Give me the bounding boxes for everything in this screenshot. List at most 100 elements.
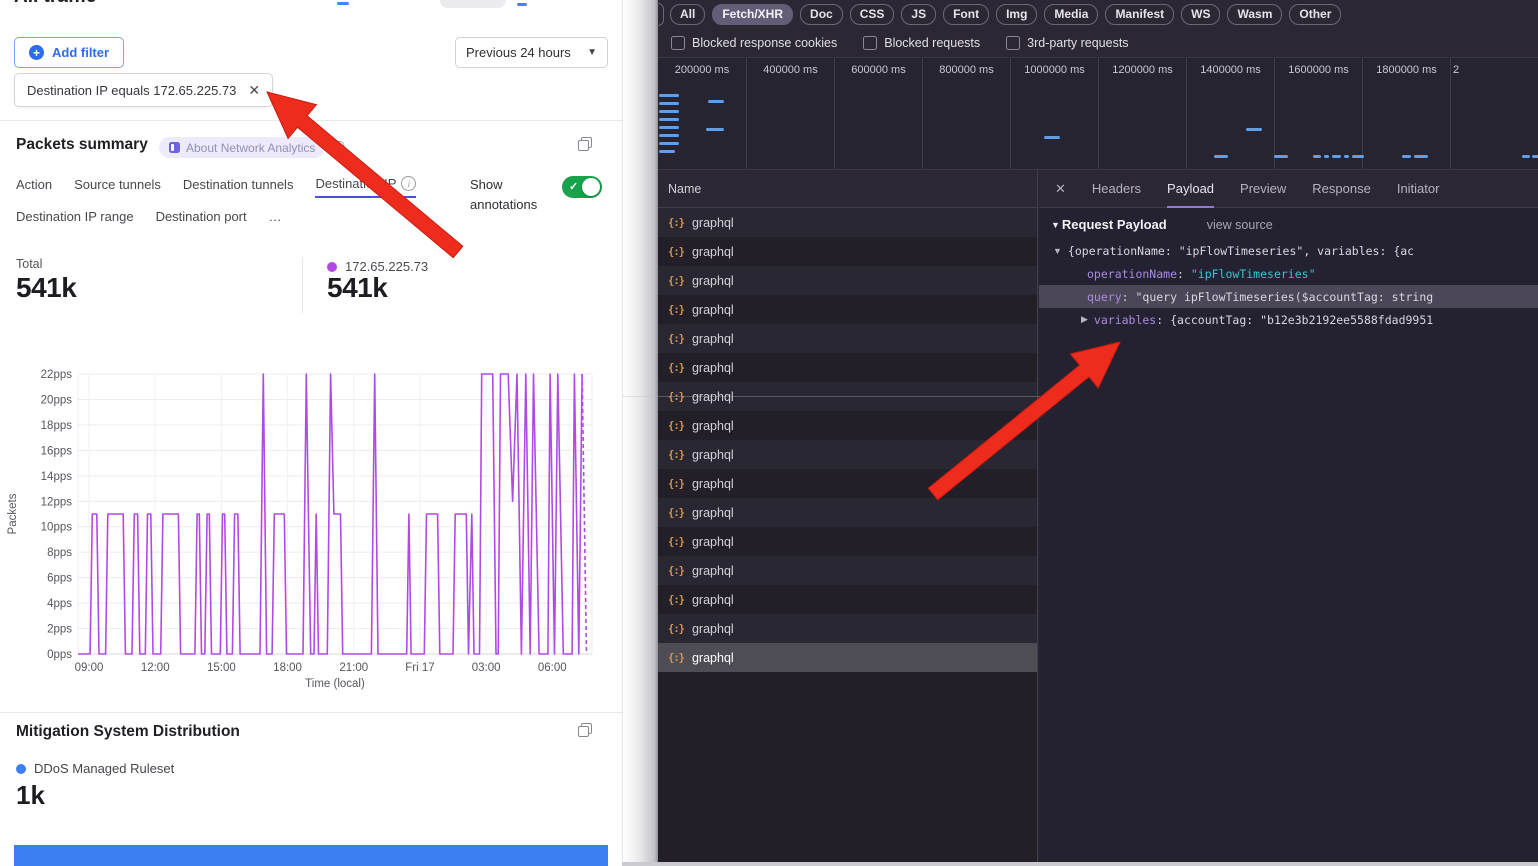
- timeline-request-mark: [706, 128, 724, 131]
- copy-panel-icon[interactable]: [578, 137, 592, 151]
- network-request-row[interactable]: {:} graphql: [658, 440, 1037, 469]
- network-overview-timeline[interactable]: 200000 ms 400000 ms 600000 ms 800000 ms 1000…: [658, 58, 1538, 170]
- tab-action[interactable]: Action: [16, 176, 52, 198]
- network-request-row[interactable]: {:} graphql: [658, 353, 1037, 382]
- request-name: graphql: [691, 621, 734, 636]
- filter-pill-css[interactable]: CSS: [849, 3, 895, 25]
- triangle-down-icon[interactable]: ▼: [1051, 219, 1060, 230]
- payload-line[interactable]: query: "query ipFlowTimeseries($accountT…: [1039, 285, 1538, 308]
- network-request-row[interactable]: {:} graphql: [658, 498, 1037, 527]
- payload-separator: :: [1121, 289, 1136, 304]
- timeline-tick-label: 1800000 ms: [1376, 64, 1437, 76]
- network-request-row[interactable]: {:} graphql: [658, 295, 1037, 324]
- checkbox-3rd-party-requests[interactable]: 3rd-party requests: [1006, 35, 1129, 50]
- clock-icon[interactable]: ◷: [333, 137, 346, 153]
- svg-text:4pps: 4pps: [47, 598, 72, 610]
- network-request-row[interactable]: {:} graphql: [658, 614, 1037, 643]
- tab--[interactable]: …: [269, 209, 282, 229]
- timeline-request-mark: [659, 94, 679, 97]
- details-tab-initiator[interactable]: Initiator: [1396, 181, 1440, 196]
- filter-pill-fetch-xhr[interactable]: Fetch/XHR: [712, 3, 794, 25]
- filter-pill-media[interactable]: Media: [1044, 3, 1099, 25]
- timeline-segment: 400000 ms: [746, 58, 834, 169]
- add-filter-button[interactable]: + Add filter: [14, 37, 125, 68]
- filter-pill-wasm[interactable]: Wasm: [1227, 3, 1283, 25]
- network-request-row[interactable]: {:} graphql: [658, 643, 1037, 672]
- details-tab-headers[interactable]: Headers: [1091, 181, 1142, 196]
- mitigation-legend-label: DDoS Managed Ruleset: [34, 761, 175, 776]
- series-value: 541k: [327, 272, 388, 303]
- filter-pill-doc[interactable]: Doc: [800, 3, 843, 25]
- checkbox-blocked-response-cookies[interactable]: Blocked response cookies: [671, 35, 837, 50]
- network-request-row[interactable]: {:} graphql: [658, 527, 1037, 556]
- request-name: graphql: [691, 331, 734, 346]
- tab-label: Destination IP: [315, 176, 397, 191]
- timeline-tick-label: 1200000 ms: [1112, 64, 1173, 76]
- filter-pill-all[interactable]: All: [670, 3, 706, 25]
- json-braces-icon: {:}: [668, 535, 685, 548]
- tab-label: Action: [16, 177, 53, 192]
- svg-text:14pps: 14pps: [41, 471, 73, 483]
- tab-destination-ip-range[interactable]: Destination IP range: [16, 209, 134, 229]
- close-details-icon[interactable]: ✕: [1055, 180, 1066, 196]
- name-column-header[interactable]: Name: [658, 170, 1037, 208]
- filter-pill-manifest[interactable]: Manifest: [1105, 3, 1175, 25]
- checkbox-blocked-requests[interactable]: Blocked requests: [863, 35, 980, 50]
- timeline-request-mark: [1246, 128, 1262, 131]
- tab-label: Source tunnels: [74, 177, 161, 192]
- filter-pill-img[interactable]: Img: [996, 3, 1038, 25]
- svg-text:18pps: 18pps: [41, 420, 73, 432]
- network-request-row[interactable]: {:} graphql: [658, 556, 1037, 585]
- filter-chip[interactable]: Destination IP equals 172.65.225.73 ✕: [14, 73, 274, 107]
- close-icon[interactable]: ✕: [248, 81, 261, 98]
- expander-icon[interactable]: ▶: [1081, 314, 1088, 324]
- devtools-panel: All Fetch/XHR Doc CSS JS Font Img Media Manifest…: [657, 0, 1538, 866]
- filter-pill-font[interactable]: Font: [943, 3, 990, 25]
- info-icon[interactable]: i: [401, 176, 417, 191]
- details-tab-payload[interactable]: Payload: [1167, 170, 1215, 208]
- timeline-request-mark: [659, 150, 675, 153]
- tab-source-tunnels[interactable]: Source tunnels: [74, 176, 161, 198]
- network-request-row[interactable]: {:} graphql: [658, 237, 1037, 266]
- payload-line[interactable]: ▼ {operationName: "ipFlowTimeseries", var…: [1039, 239, 1538, 262]
- divider: [0, 120, 622, 121]
- filter-pill-js[interactable]: JS: [901, 3, 937, 25]
- network-request-row[interactable]: {:} graphql: [658, 324, 1037, 353]
- timeline-request-mark: [1214, 155, 1228, 158]
- details-tab-bar: ✕ Headers Payload Preview Response Initiator: [1039, 170, 1538, 208]
- network-request-row[interactable]: {:} graphql: [658, 208, 1037, 237]
- network-request-row[interactable]: {:} graphql: [658, 266, 1037, 295]
- timeline-request-mark: [1044, 136, 1060, 139]
- payload-line[interactable]: operationName: "ipFlowTimeseries": [1039, 262, 1538, 285]
- request-name: graphql: [691, 360, 734, 375]
- svg-text:18:00: 18:00: [273, 662, 302, 674]
- filter-pill-other[interactable]: Other: [1289, 3, 1342, 25]
- expander-icon[interactable]: ▼: [1053, 245, 1062, 256]
- svg-text:09:00: 09:00: [75, 662, 104, 674]
- tab-destination-tunnels[interactable]: Destination tunnels: [183, 176, 294, 198]
- payload-line[interactable]: ▶ variables: {accountTag: "b12e3b2192ee55…: [1039, 308, 1538, 331]
- timeline-segment: 1800000 ms: [1362, 58, 1450, 169]
- view-source-link[interactable]: view source: [1206, 217, 1273, 232]
- network-request-row[interactable]: {:} graphql: [658, 469, 1037, 498]
- timeline-tick-label: 1000000 ms: [1024, 64, 1085, 76]
- json-braces-icon: {:}: [668, 390, 685, 403]
- svg-text:16pps: 16pps: [41, 445, 73, 457]
- network-request-row[interactable]: {:} graphql: [658, 585, 1037, 614]
- check-icon: ✓: [569, 181, 579, 193]
- toggle-knob: [582, 178, 600, 196]
- tab-destination-ip[interactable]: Destination IP i: [315, 176, 417, 198]
- tab-destination-port[interactable]: Destination port: [156, 209, 247, 229]
- network-request-row[interactable]: {:} graphql: [658, 411, 1037, 440]
- details-tab-preview[interactable]: Preview: [1240, 181, 1287, 196]
- about-network-analytics-badge[interactable]: About Network Analytics: [159, 137, 326, 158]
- request-name: graphql: [691, 505, 734, 520]
- copy-panel-icon[interactable]: [578, 723, 592, 737]
- show-annotations-toggle[interactable]: ✓: [562, 176, 602, 198]
- details-tab-response[interactable]: Response: [1312, 181, 1371, 196]
- tab-label: …: [268, 209, 282, 224]
- timeline-request-mark: [1274, 155, 1288, 158]
- time-range-select[interactable]: Previous 24 hours ▼: [455, 37, 608, 68]
- json-braces-icon: {:}: [668, 622, 685, 635]
- filter-pill-ws[interactable]: WS: [1181, 3, 1221, 25]
